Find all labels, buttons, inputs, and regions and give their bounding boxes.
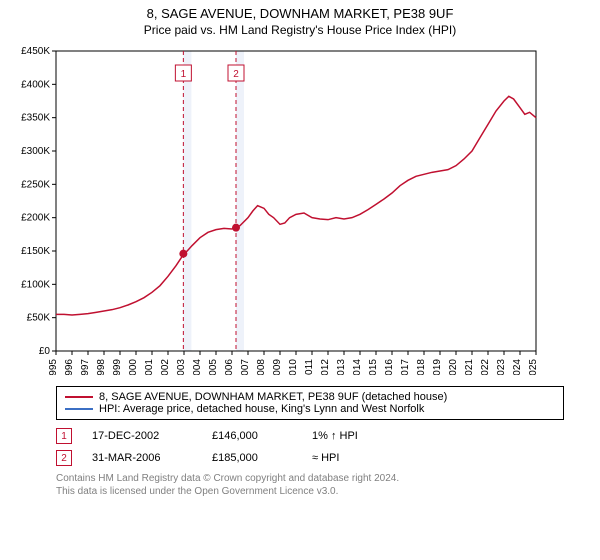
y-tick-label: £350K — [21, 113, 50, 124]
sale-marker-number: 1 — [181, 69, 187, 80]
license-text: Contains HM Land Registry data © Crown c… — [56, 472, 564, 498]
legend-label: 8, SAGE AVENUE, DOWNHAM MARKET, PE38 9UF… — [99, 391, 447, 403]
sale-row-marker: 2 — [56, 450, 72, 466]
y-tick-label: £0 — [39, 346, 51, 357]
x-tick-label: 2010 — [288, 359, 299, 375]
y-tick-label: £150K — [21, 246, 50, 257]
x-tick-label: 1995 — [48, 359, 59, 375]
y-tick-label: £100K — [21, 279, 50, 290]
legend-row: HPI: Average price, detached house, King… — [65, 403, 555, 415]
sale-vs-hpi: 1% ↑ HPI — [312, 430, 392, 442]
x-tick-label: 2002 — [160, 359, 171, 375]
y-tick-label: £300K — [21, 146, 50, 157]
x-tick-label: 2011 — [304, 359, 315, 375]
y-tick-label: £450K — [21, 46, 50, 57]
x-tick-label: 2004 — [192, 359, 203, 375]
x-tick-label: 2022 — [480, 359, 491, 375]
x-tick-label: 1999 — [112, 359, 123, 375]
x-tick-label: 1997 — [80, 359, 91, 375]
sale-date: 17-DEC-2002 — [92, 430, 192, 442]
x-tick-label: 2003 — [176, 359, 187, 375]
legend-swatch — [65, 408, 93, 410]
x-tick-label: 2008 — [256, 359, 267, 375]
x-tick-label: 2016 — [384, 359, 395, 375]
x-tick-label: 2006 — [224, 359, 235, 375]
y-tick-label: £400K — [21, 79, 50, 90]
x-tick-label: 2012 — [320, 359, 331, 375]
y-tick-label: £200K — [21, 213, 50, 224]
sale-band — [183, 51, 191, 351]
sale-row: 1 17-DEC-2002 £146,000 1% ↑ HPI — [56, 428, 564, 444]
sale-row: 2 31-MAR-2006 £185,000 ≈ HPI — [56, 450, 564, 466]
x-tick-label: 2013 — [336, 359, 347, 375]
x-tick-label: 2015 — [368, 359, 379, 375]
sale-vs-hpi: ≈ HPI — [312, 452, 392, 464]
line-chart: £0 £50K £100K £150K £200K £250K £300K £350K £400… — [8, 45, 548, 375]
chart-subtitle: Price paid vs. HM Land Registry's House … — [0, 23, 600, 37]
legend: 8, SAGE AVENUE, DOWNHAM MARKET, PE38 9UF… — [56, 386, 564, 420]
sale-date: 31-MAR-2006 — [92, 452, 192, 464]
license-line-1: Contains HM Land Registry data © Crown c… — [56, 472, 564, 485]
x-tick-label: 2009 — [272, 359, 283, 375]
title-block: 8, SAGE AVENUE, DOWNHAM MARKET, PE38 9UF… — [0, 0, 600, 37]
x-tick-label: 2014 — [352, 359, 363, 375]
legend-label: HPI: Average price, detached house, King… — [99, 403, 424, 415]
sale-price: £146,000 — [212, 430, 292, 442]
y-tick-label: £250K — [21, 179, 50, 190]
sale-price: £185,000 — [212, 452, 292, 464]
x-tick-label: 2024 — [512, 359, 523, 375]
legend-swatch — [65, 396, 93, 398]
sales-table: 1 17-DEC-2002 £146,000 1% ↑ HPI 2 31-MAR-2006… — [56, 428, 564, 466]
x-tick-label: 2005 — [208, 359, 219, 375]
x-tick-label: 2020 — [448, 359, 459, 375]
sale-row-marker: 1 — [56, 428, 72, 444]
chart-title: 8, SAGE AVENUE, DOWNHAM MARKET, PE38 9UF — [0, 6, 600, 21]
x-tick-label: 2001 — [144, 359, 155, 375]
x-tick-label: 2021 — [464, 359, 475, 375]
x-tick-label: 2025 — [528, 359, 539, 375]
plot-frame — [56, 51, 536, 351]
sale-band — [236, 51, 244, 351]
price-series-line — [56, 96, 536, 315]
y-tick-label: £50K — [27, 313, 51, 324]
x-tick-label: 2019 — [432, 359, 443, 375]
x-tick-label: 2023 — [496, 359, 507, 375]
legend-row: 8, SAGE AVENUE, DOWNHAM MARKET, PE38 9UF… — [65, 391, 555, 403]
x-tick-label: 2017 — [400, 359, 411, 375]
x-tick-label: 2007 — [240, 359, 251, 375]
chart-area: £0 £50K £100K £150K £200K £250K £300K £350K £400… — [8, 45, 592, 378]
x-tick-label: 1996 — [64, 359, 75, 375]
x-tick-label: 1998 — [96, 359, 107, 375]
license-line-2: This data is licensed under the Open Gov… — [56, 485, 564, 498]
x-tick-label: 2018 — [416, 359, 427, 375]
sale-marker-number: 2 — [233, 69, 239, 80]
x-tick-label: 2000 — [128, 359, 139, 375]
